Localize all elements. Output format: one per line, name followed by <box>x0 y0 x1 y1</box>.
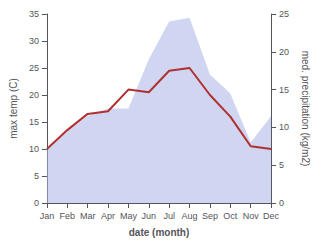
svg-text:5: 5 <box>34 171 39 181</box>
svg-text:35: 35 <box>29 9 39 19</box>
svg-text:Jul: Jul <box>163 211 175 221</box>
svg-text:Aug: Aug <box>182 211 198 221</box>
svg-text:Nov: Nov <box>243 211 260 221</box>
svg-text:date (month): date (month) <box>129 227 190 238</box>
svg-text:20: 20 <box>279 47 289 57</box>
svg-text:med. precipitation (kg/m2): med. precipitation (kg/m2) <box>300 51 311 167</box>
svg-text:Mar: Mar <box>80 211 96 221</box>
svg-text:0: 0 <box>34 198 39 208</box>
svg-text:25: 25 <box>29 63 39 73</box>
svg-text:Apr: Apr <box>101 211 115 221</box>
svg-text:Oct: Oct <box>223 211 238 221</box>
svg-text:15: 15 <box>29 117 39 127</box>
svg-text:25: 25 <box>279 9 289 19</box>
svg-text:Jan: Jan <box>40 211 55 221</box>
svg-text:20: 20 <box>29 90 39 100</box>
svg-text:max temp (C): max temp (C) <box>8 78 19 139</box>
svg-text:Dec: Dec <box>263 211 280 221</box>
svg-text:10: 10 <box>29 144 39 154</box>
svg-text:15: 15 <box>279 85 289 95</box>
svg-text:Feb: Feb <box>60 211 76 221</box>
svg-text:Jun: Jun <box>142 211 157 221</box>
svg-text:0: 0 <box>279 198 284 208</box>
svg-text:30: 30 <box>29 36 39 46</box>
svg-text:10: 10 <box>279 122 289 132</box>
svg-text:May: May <box>120 211 138 221</box>
svg-text:Sep: Sep <box>202 211 218 221</box>
svg-text:5: 5 <box>279 160 284 170</box>
